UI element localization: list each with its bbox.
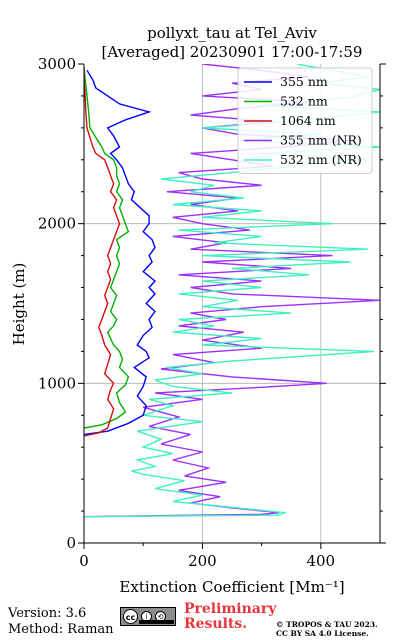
series-line: [84, 67, 121, 437]
chart-subtitle: [Averaged] 20230901 17:00-17:59: [102, 43, 363, 61]
x-tick-label: 400: [306, 552, 335, 570]
preliminary-line-2: Results.: [184, 616, 248, 632]
footer-info: Version: 3.6 Method: Raman: [8, 606, 114, 638]
extinction-profile-chart: pollyxt_tau at Tel_Aviv [Averaged] 20230…: [10, 24, 386, 596]
x-axis-label: Extinction Coefficient [Mm⁻¹]: [119, 578, 344, 596]
cc-logo-icon: cc: [123, 609, 138, 624]
license-badge-bar: [139, 620, 174, 624]
legend-label: 1064 nm: [280, 113, 336, 128]
legend-box: [237, 67, 373, 174]
chart-title: pollyxt_tau at Tel_Aviv: [147, 24, 317, 42]
y-axis-label: Height (m): [10, 263, 28, 346]
copyright-notice: © TROPOS & TAU 2023. CC BY SA 4.0 Licens…: [276, 620, 378, 638]
y-tick-label: 1000: [38, 374, 76, 392]
legend-label: 532 nm: [280, 94, 328, 109]
legend-label: 532 nm (NR): [280, 152, 362, 167]
copyright-line-1: © TROPOS & TAU 2023.: [276, 620, 378, 629]
copyright-line-2: CC BY SA 4.0 License.: [276, 629, 369, 638]
x-tick-label: 0: [79, 552, 89, 570]
version-text: Version: 3.6: [8, 606, 87, 621]
series-line: [84, 70, 157, 436]
preliminary-line-1: Preliminary: [184, 601, 277, 617]
x-tick-label: 200: [188, 552, 217, 570]
legend-label: 355 nm: [280, 74, 328, 89]
cc-license-badge[interactable]: cc i ⟲: [120, 607, 176, 626]
preliminary-results-notice: Preliminary Results.: [184, 602, 276, 632]
series-line: [84, 67, 130, 429]
y-tick-label: 3000: [38, 55, 76, 73]
legend-label: 355 nm (NR): [280, 133, 362, 148]
plot-area: 0 200 400 0 1000 2000 3000 355 nm 532 nm 1064 nm 3…: [38, 55, 386, 570]
y-tick-label: 2000: [38, 215, 76, 233]
method-text: Method: Raman: [8, 622, 114, 637]
y-tick-label: 0: [66, 534, 76, 552]
